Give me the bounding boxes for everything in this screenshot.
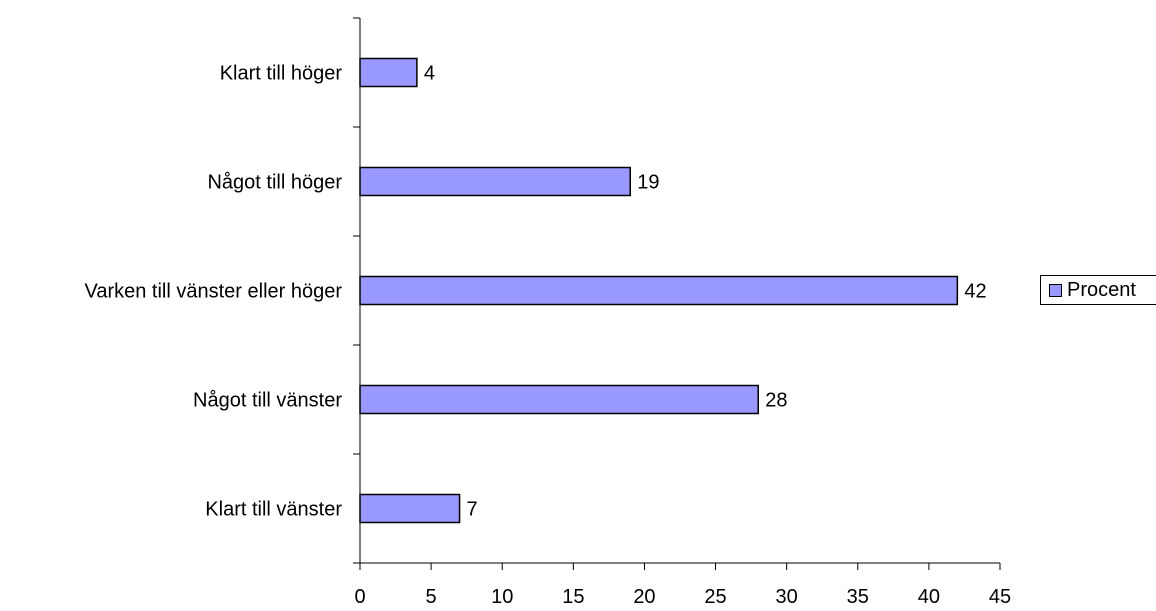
x-tick-label: 5 xyxy=(426,586,437,608)
x-tick-label: 20 xyxy=(633,586,655,608)
x-tick-label: 25 xyxy=(704,586,726,608)
bar xyxy=(359,166,631,197)
category-label: Klart till vänster xyxy=(205,499,342,521)
bar xyxy=(359,275,959,306)
data-label: 4 xyxy=(424,63,435,85)
category-label: Varken till vänster eller höger xyxy=(84,281,342,303)
legend-swatch xyxy=(1049,283,1062,297)
category-label: Något till höger xyxy=(207,172,342,194)
x-tick-label: 30 xyxy=(776,586,798,608)
data-label: 19 xyxy=(637,172,659,194)
x-tick-label: 15 xyxy=(562,586,584,608)
legend: Procent xyxy=(1040,275,1156,305)
category-label: Klart till höger xyxy=(220,63,343,85)
bar xyxy=(359,493,461,524)
data-label: 7 xyxy=(467,499,478,521)
x-tick-label: 35 xyxy=(847,586,869,608)
category-label: Något till vänster xyxy=(193,390,342,412)
x-tick-label: 0 xyxy=(354,586,365,608)
bar xyxy=(359,384,759,415)
bar xyxy=(359,57,418,88)
data-label: 28 xyxy=(765,390,787,412)
bars xyxy=(359,57,959,524)
x-tick-label: 40 xyxy=(918,586,940,608)
legend-label: Procent xyxy=(1067,278,1136,301)
labels: 0 5 10 15 20 25 30 35 40 45 Klart till vänster 7 Någ… xyxy=(84,63,1011,609)
x-tick-label: 45 xyxy=(989,586,1011,608)
x-tick-label: 10 xyxy=(491,586,513,608)
data-label: 42 xyxy=(964,281,986,303)
